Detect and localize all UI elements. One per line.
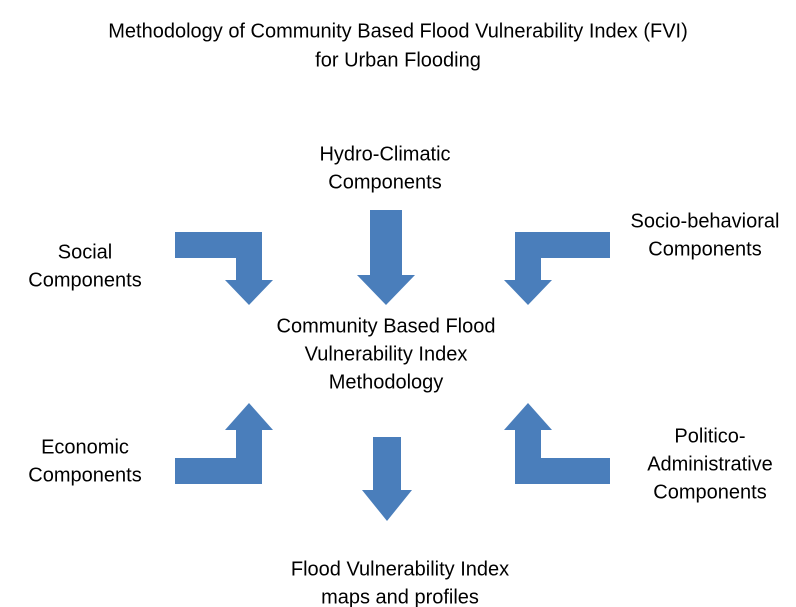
arrow-down	[362, 437, 412, 521]
arrow-elbow	[504, 403, 610, 484]
node-label: Methodology	[329, 371, 444, 393]
arrow-elbow	[504, 232, 610, 305]
arrow-elbow	[175, 403, 273, 484]
node-label: Community Based Flood	[277, 315, 496, 337]
title-line: Methodology of Community Based Flood Vul…	[108, 20, 688, 42]
node-label: Administrative	[647, 453, 773, 475]
node-label: Flood Vulnerability Index	[291, 558, 509, 580]
node-label: Socio-behavioral	[631, 210, 780, 232]
node-label: Vulnerability Index	[305, 343, 468, 365]
node-label: Hydro-Climatic	[319, 143, 450, 165]
node-label: Components	[328, 171, 441, 193]
node-label: Components	[28, 269, 141, 291]
arrow-elbow	[175, 232, 273, 305]
node-label: Economic	[41, 436, 129, 458]
node-label: Components	[648, 238, 761, 260]
title-line: for Urban Flooding	[315, 49, 481, 71]
node-label: Components	[653, 481, 766, 503]
node-label: maps and profiles	[321, 586, 479, 607]
node-label: Politico-	[674, 425, 745, 447]
node-label: Components	[28, 464, 141, 486]
node-label: Social	[58, 241, 112, 263]
arrow-down	[357, 210, 415, 305]
